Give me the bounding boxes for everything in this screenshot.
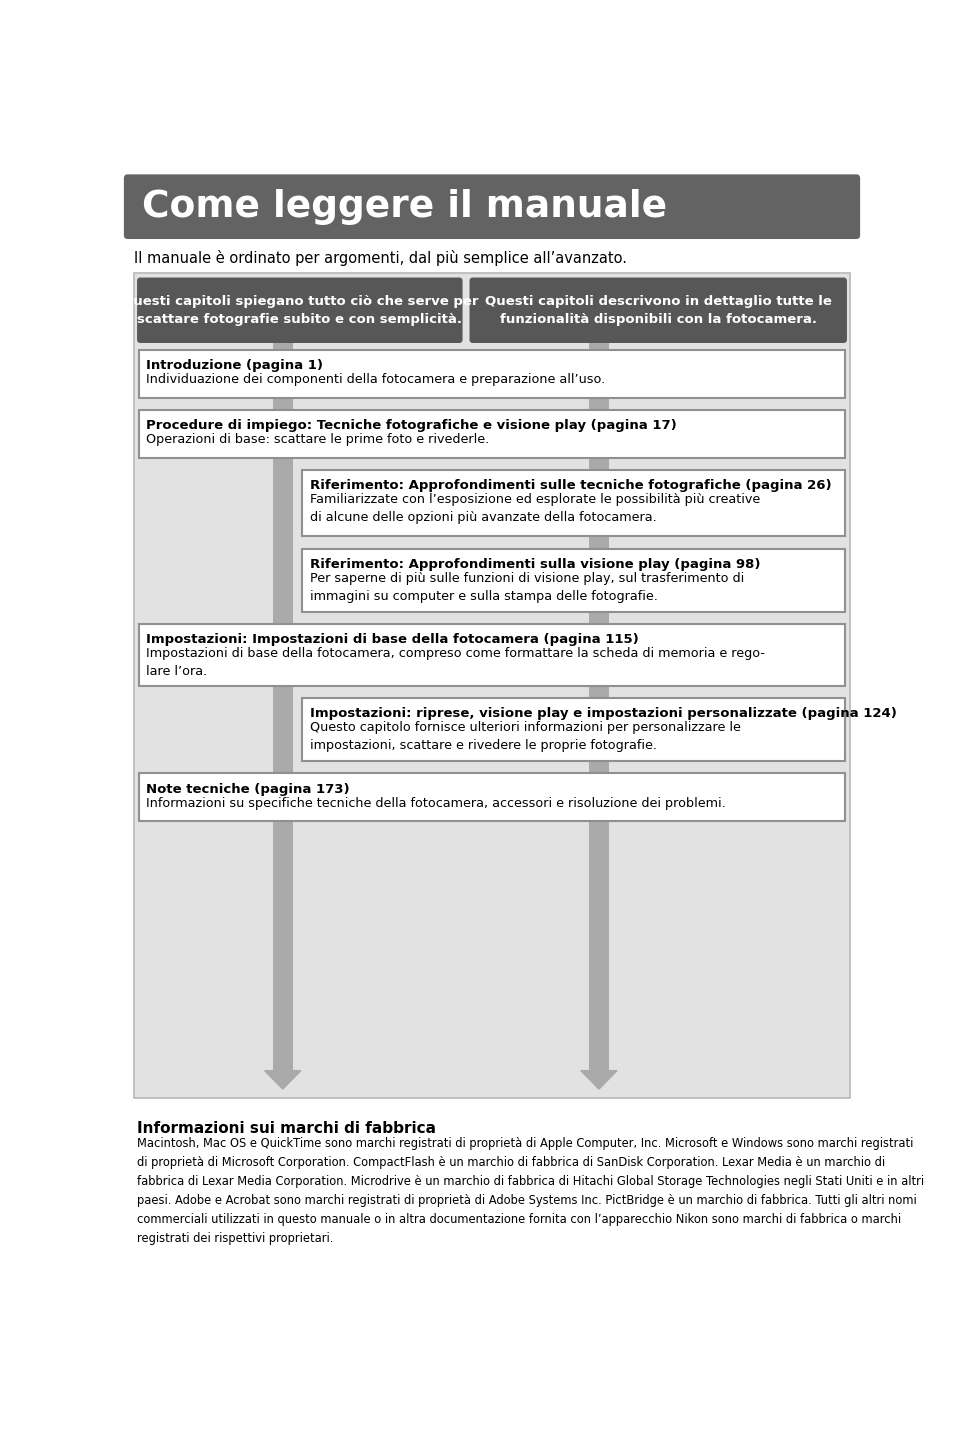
Text: Per saperne di più sulle funzioni di visione play, sul trasferimento di
immagini: Per saperne di più sulle funzioni di vis… <box>310 571 744 603</box>
Text: Questi capitoli descrivono in dettaglio tutte le
funzionalità disponibili con la: Questi capitoli descrivono in dettaglio … <box>485 295 831 325</box>
FancyBboxPatch shape <box>302 549 846 612</box>
Text: Informazioni sui marchi di fabbrica: Informazioni sui marchi di fabbrica <box>137 1122 436 1136</box>
FancyBboxPatch shape <box>138 773 846 821</box>
Polygon shape <box>581 1071 617 1090</box>
FancyBboxPatch shape <box>138 350 846 398</box>
Text: Riferimento: Approfondimenti sulla visione play (pagina 98): Riferimento: Approfondimenti sulla visio… <box>310 558 760 571</box>
Text: Impostazioni di base della fotocamera, compreso come formattare la scheda di mem: Impostazioni di base della fotocamera, c… <box>146 647 765 679</box>
FancyBboxPatch shape <box>138 623 846 686</box>
FancyBboxPatch shape <box>302 697 846 761</box>
Bar <box>273 340 293 1071</box>
Text: Note tecniche (pagina 173): Note tecniche (pagina 173) <box>146 783 350 796</box>
Text: Informazioni su specifiche tecniche della fotocamera, accessori e risoluzione de: Informazioni su specifiche tecniche dell… <box>146 796 726 809</box>
Text: Individuazione dei componenti della fotocamera e preparazione all’uso.: Individuazione dei componenti della foto… <box>146 373 606 386</box>
Text: Macintosh, Mac OS e QuickTime sono marchi registrati di proprietà di Apple Compu: Macintosh, Mac OS e QuickTime sono march… <box>137 1136 924 1245</box>
FancyBboxPatch shape <box>134 273 850 1098</box>
Polygon shape <box>265 1071 300 1090</box>
FancyBboxPatch shape <box>138 410 846 458</box>
Text: Questi capitoli spiegano tutto ciò che serve per
scattare fotografie subito e co: Questi capitoli spiegano tutto ciò che s… <box>122 295 478 325</box>
Text: Questo capitolo fornisce ulteriori informazioni per personalizzare le
impostazio: Questo capitolo fornisce ulteriori infor… <box>310 721 741 753</box>
Text: Come leggere il manuale: Come leggere il manuale <box>142 189 667 225</box>
FancyBboxPatch shape <box>469 278 847 343</box>
Text: Impostazioni: riprese, visione play e impostazioni personalizzate (pagina 124): Impostazioni: riprese, visione play e im… <box>310 708 897 721</box>
Text: Operazioni di base: scattare le prime foto e rivederle.: Operazioni di base: scattare le prime fo… <box>146 433 490 446</box>
FancyBboxPatch shape <box>302 469 846 536</box>
Text: Impostazioni: Impostazioni di base della fotocamera (pagina 115): Impostazioni: Impostazioni di base della… <box>146 634 639 647</box>
FancyBboxPatch shape <box>137 278 463 343</box>
FancyBboxPatch shape <box>124 174 860 240</box>
Text: Introduzione (pagina 1): Introduzione (pagina 1) <box>146 359 324 372</box>
Text: Riferimento: Approfondimenti sulle tecniche fotografiche (pagina 26): Riferimento: Approfondimenti sulle tecni… <box>310 479 831 493</box>
Text: Procedure di impiego: Tecniche fotografiche e visione play (pagina 17): Procedure di impiego: Tecniche fotografi… <box>146 420 677 432</box>
Bar <box>588 340 609 1071</box>
Text: Familiarizzate con l’esposizione ed esplorate le possibilità più creative
di alc: Familiarizzate con l’esposizione ed espl… <box>310 493 760 525</box>
Text: Il manuale è ordinato per argomenti, dal più semplice all’avanzato.: Il manuale è ordinato per argomenti, dal… <box>134 250 627 266</box>
